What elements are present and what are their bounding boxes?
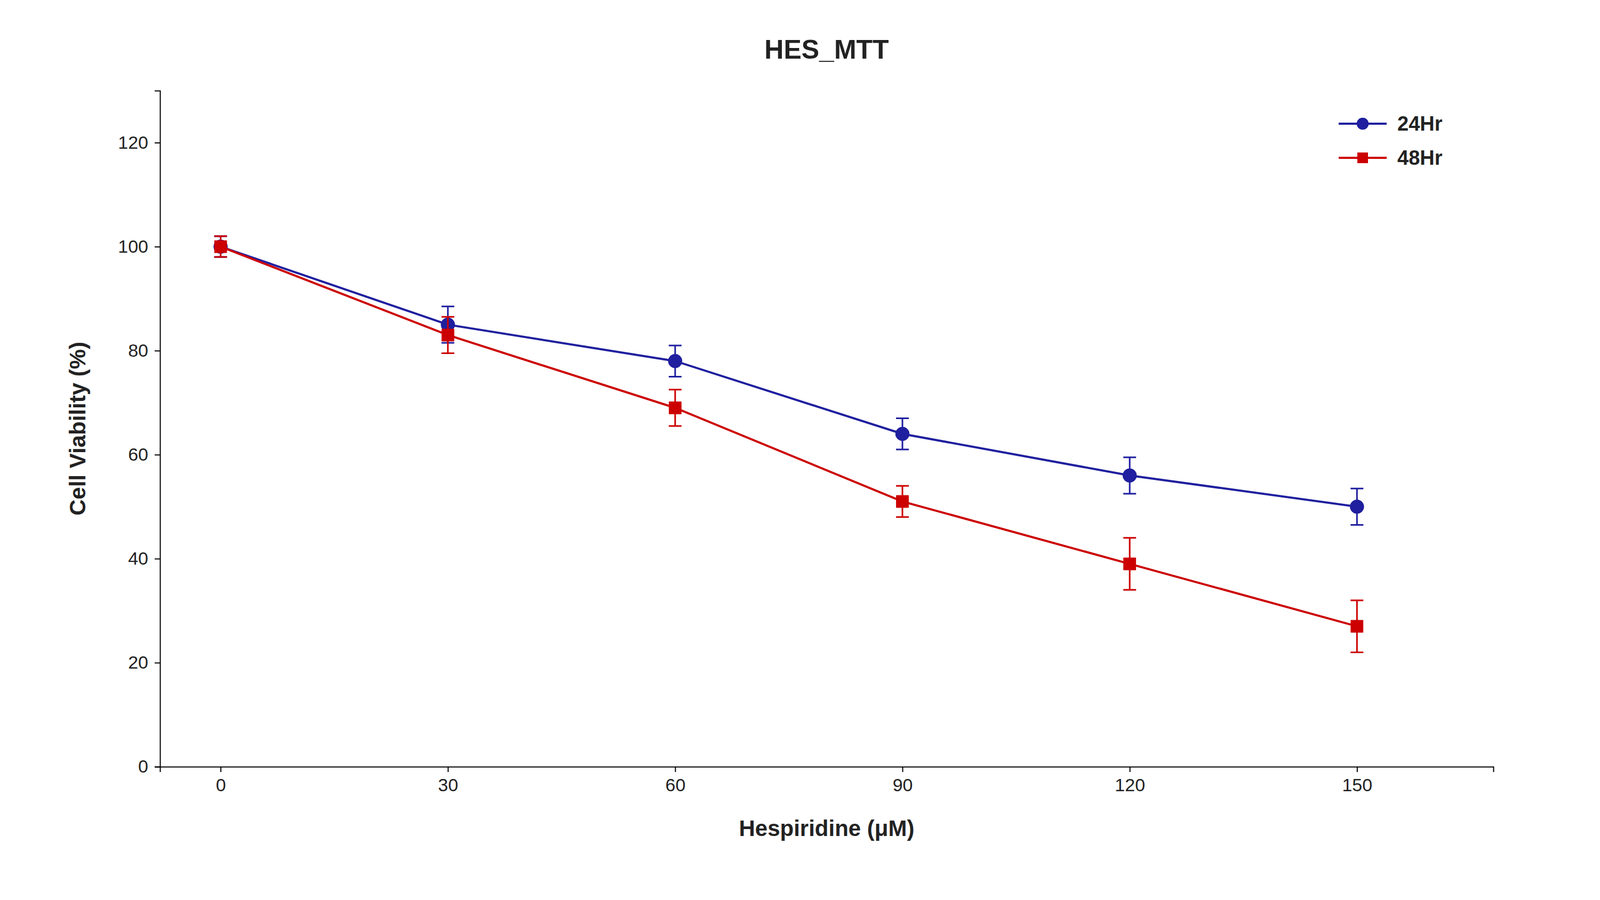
y-axis: 0 20 40 60 80 100 120 (117, 91, 160, 778)
chart-svg: 0 30 60 90 120 150 0 20 40 60 80 100 120 24Hr 48Hr HES_… (0, 0, 1600, 900)
y-tick: 0 (138, 756, 160, 777)
error-bar (668, 389, 682, 427)
y-tick-mark (154, 142, 160, 144)
chart-container: 0 30 60 90 120 150 0 20 40 60 80 100 120 24Hr 48Hr HES_… (0, 0, 1600, 900)
x-axis-title: Hespiridine (μM) (738, 816, 915, 842)
error-bar (668, 345, 682, 378)
x-tick: 120 (1114, 766, 1146, 796)
y-tick-label: 100 (117, 236, 149, 257)
y-tick-mark (154, 350, 160, 352)
y-tick-mark (154, 662, 160, 664)
x-axis-line (160, 767, 1494, 773)
x-tick-mark (674, 766, 676, 773)
marker (214, 240, 227, 253)
x-tick-label: 30 (437, 774, 459, 796)
x-tick: 60 (665, 766, 686, 796)
marker (1123, 557, 1136, 571)
error-bar (896, 485, 909, 518)
marker (1122, 468, 1137, 483)
error-bar (214, 236, 228, 258)
plot-root: 0 30 60 90 120 150 0 20 40 60 80 100 120 24Hr 48Hr (117, 91, 1494, 796)
error-bar (1123, 457, 1136, 494)
y-tick: 80 (128, 340, 160, 361)
y-tick: 120 (117, 132, 160, 153)
error-bar (896, 418, 909, 450)
marker (213, 240, 228, 254)
data-layer (213, 236, 1364, 653)
legend-item: 48Hr (1338, 146, 1443, 170)
x-tick-label: 60 (665, 774, 686, 796)
error-bar (1350, 600, 1364, 653)
series-line (220, 246, 1358, 508)
y-tick: 20 (128, 652, 160, 673)
x-tick: 0 (216, 766, 227, 796)
legend: 24Hr 48Hr (1338, 112, 1443, 170)
x-tick-mark (1129, 766, 1131, 773)
legend-label: 48Hr (1397, 146, 1443, 170)
marker (895, 427, 910, 442)
error-bar (441, 316, 455, 354)
y-tick: 40 (128, 548, 160, 569)
series-line (220, 246, 1358, 627)
legend-item: 24Hr (1338, 112, 1443, 135)
y-tick-label: 60 (128, 444, 149, 465)
marker (668, 354, 683, 368)
y-tick: 60 (128, 444, 160, 465)
y-tick-mark (154, 766, 160, 768)
y-tick-label: 80 (128, 340, 149, 361)
y-tick-label: 20 (128, 652, 149, 673)
error-bar (1123, 538, 1136, 591)
x-tick-mark (902, 766, 904, 773)
y-tick-label: 40 (128, 548, 149, 569)
y-tick-mark (154, 454, 160, 456)
legend-swatch-marker (1357, 152, 1368, 164)
marker (896, 495, 909, 508)
marker (1349, 499, 1364, 514)
x-tick-mark (1356, 766, 1358, 773)
y-tick-label: 120 (117, 132, 149, 153)
x-tick-mark (447, 766, 449, 773)
marker (669, 402, 682, 415)
x-tick-label: 0 (216, 774, 227, 796)
x-tick-label: 150 (1341, 774, 1373, 796)
y-tick-mark (154, 558, 160, 560)
y-axis-line (154, 91, 161, 768)
error-bar (1350, 488, 1364, 525)
chart-title: HES_MTT (764, 34, 889, 65)
x-tick: 90 (892, 766, 914, 796)
x-axis: 0 30 60 90 120 150 (160, 766, 1494, 796)
y-tick-mark (154, 246, 160, 248)
x-tick: 30 (437, 766, 459, 796)
x-tick-label: 90 (892, 774, 914, 796)
x-tick: 150 (1341, 766, 1373, 796)
legend-label: 24Hr (1397, 112, 1443, 135)
background (0, 0, 1600, 900)
y-tick-label: 0 (138, 756, 149, 777)
x-tick-label: 120 (1114, 774, 1146, 796)
x-tick-mark (220, 766, 222, 773)
error-bar (214, 236, 228, 258)
legend-swatch-marker (1356, 117, 1370, 131)
series (213, 236, 1364, 525)
marker (441, 329, 454, 342)
marker (1350, 620, 1364, 633)
series (214, 236, 1364, 653)
y-tick: 100 (117, 236, 160, 257)
y-axis-title: Cell Viability (%) (65, 341, 91, 516)
